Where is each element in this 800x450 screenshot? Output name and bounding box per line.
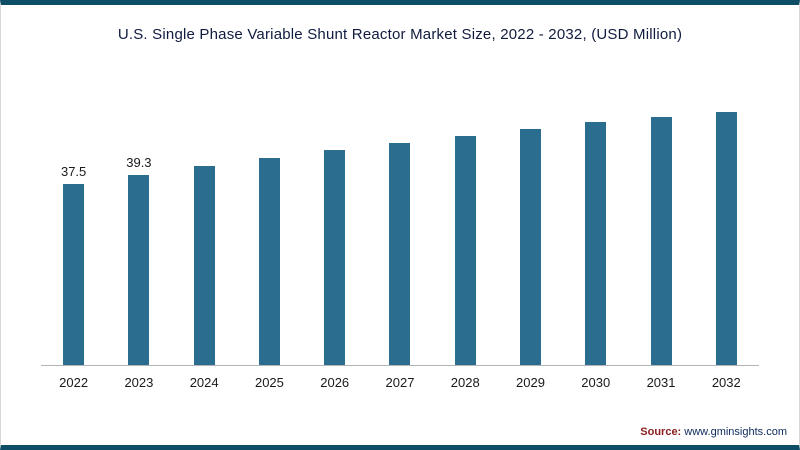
- x-tick-2028: 2028: [450, 375, 480, 390]
- bar-value-label-2022: 37.5: [60, 163, 87, 179]
- x-tick-2029: 2029: [516, 375, 545, 390]
- bar-2029: [519, 128, 541, 365]
- x-tick-2023: 2023: [124, 375, 154, 390]
- bar-2028: [454, 135, 476, 365]
- bar-2025: [258, 158, 280, 365]
- bar-column-2031: [628, 97, 693, 365]
- bar-2027: [389, 142, 411, 365]
- bar-2031: [650, 117, 672, 365]
- bar-column-2024: [172, 146, 237, 365]
- bar-2032: [715, 111, 737, 365]
- bar-2023: [128, 175, 150, 365]
- x-tick-2025: 2025: [254, 375, 284, 390]
- bar-column-2025: [237, 138, 302, 365]
- x-axis-labels: 2022 2023 2024 2025 2026 2027 2028 2029 2030 2031…: [41, 375, 759, 390]
- x-tick-2030: 2030: [581, 375, 611, 390]
- bar-column-2022: 37.5: [41, 164, 106, 365]
- bar-column-2032: [694, 92, 759, 365]
- source-label: Source:: [640, 426, 682, 438]
- source-link[interactable]: www.gminsights.com: [684, 426, 787, 438]
- x-tick-2032: 2032: [711, 375, 741, 390]
- x-tick-2031: 2031: [646, 375, 676, 390]
- bar-chart: 37.5 39.3 2022 2023 2024 2025 2026 2027 2028 202…: [41, 48, 759, 390]
- x-tick-2022: 2022: [59, 375, 89, 390]
- bar-2026: [324, 150, 346, 365]
- bar-column-2023: 39.3: [106, 155, 171, 365]
- bar-2022: [63, 183, 85, 365]
- bar-2030: [585, 122, 607, 365]
- plot-area: 37.5 39.3: [41, 48, 759, 366]
- bar-column-2029: [498, 109, 563, 365]
- x-tick-2027: 2027: [385, 375, 415, 390]
- bar-column-2030: [563, 102, 628, 365]
- bar-column-2027: [367, 123, 432, 365]
- x-tick-2024: 2024: [189, 375, 219, 390]
- x-tick-2026: 2026: [320, 375, 350, 390]
- bar-column-2028: [433, 116, 498, 365]
- chart-title: U.S. Single Phase Variable Shunt Reactor…: [117, 26, 683, 43]
- bar-2024: [193, 166, 215, 365]
- source-note: Source: www.gminsights.com: [640, 426, 787, 438]
- bar-column-2026: [302, 130, 367, 365]
- bar-value-label-2023: 39.3: [126, 155, 152, 171]
